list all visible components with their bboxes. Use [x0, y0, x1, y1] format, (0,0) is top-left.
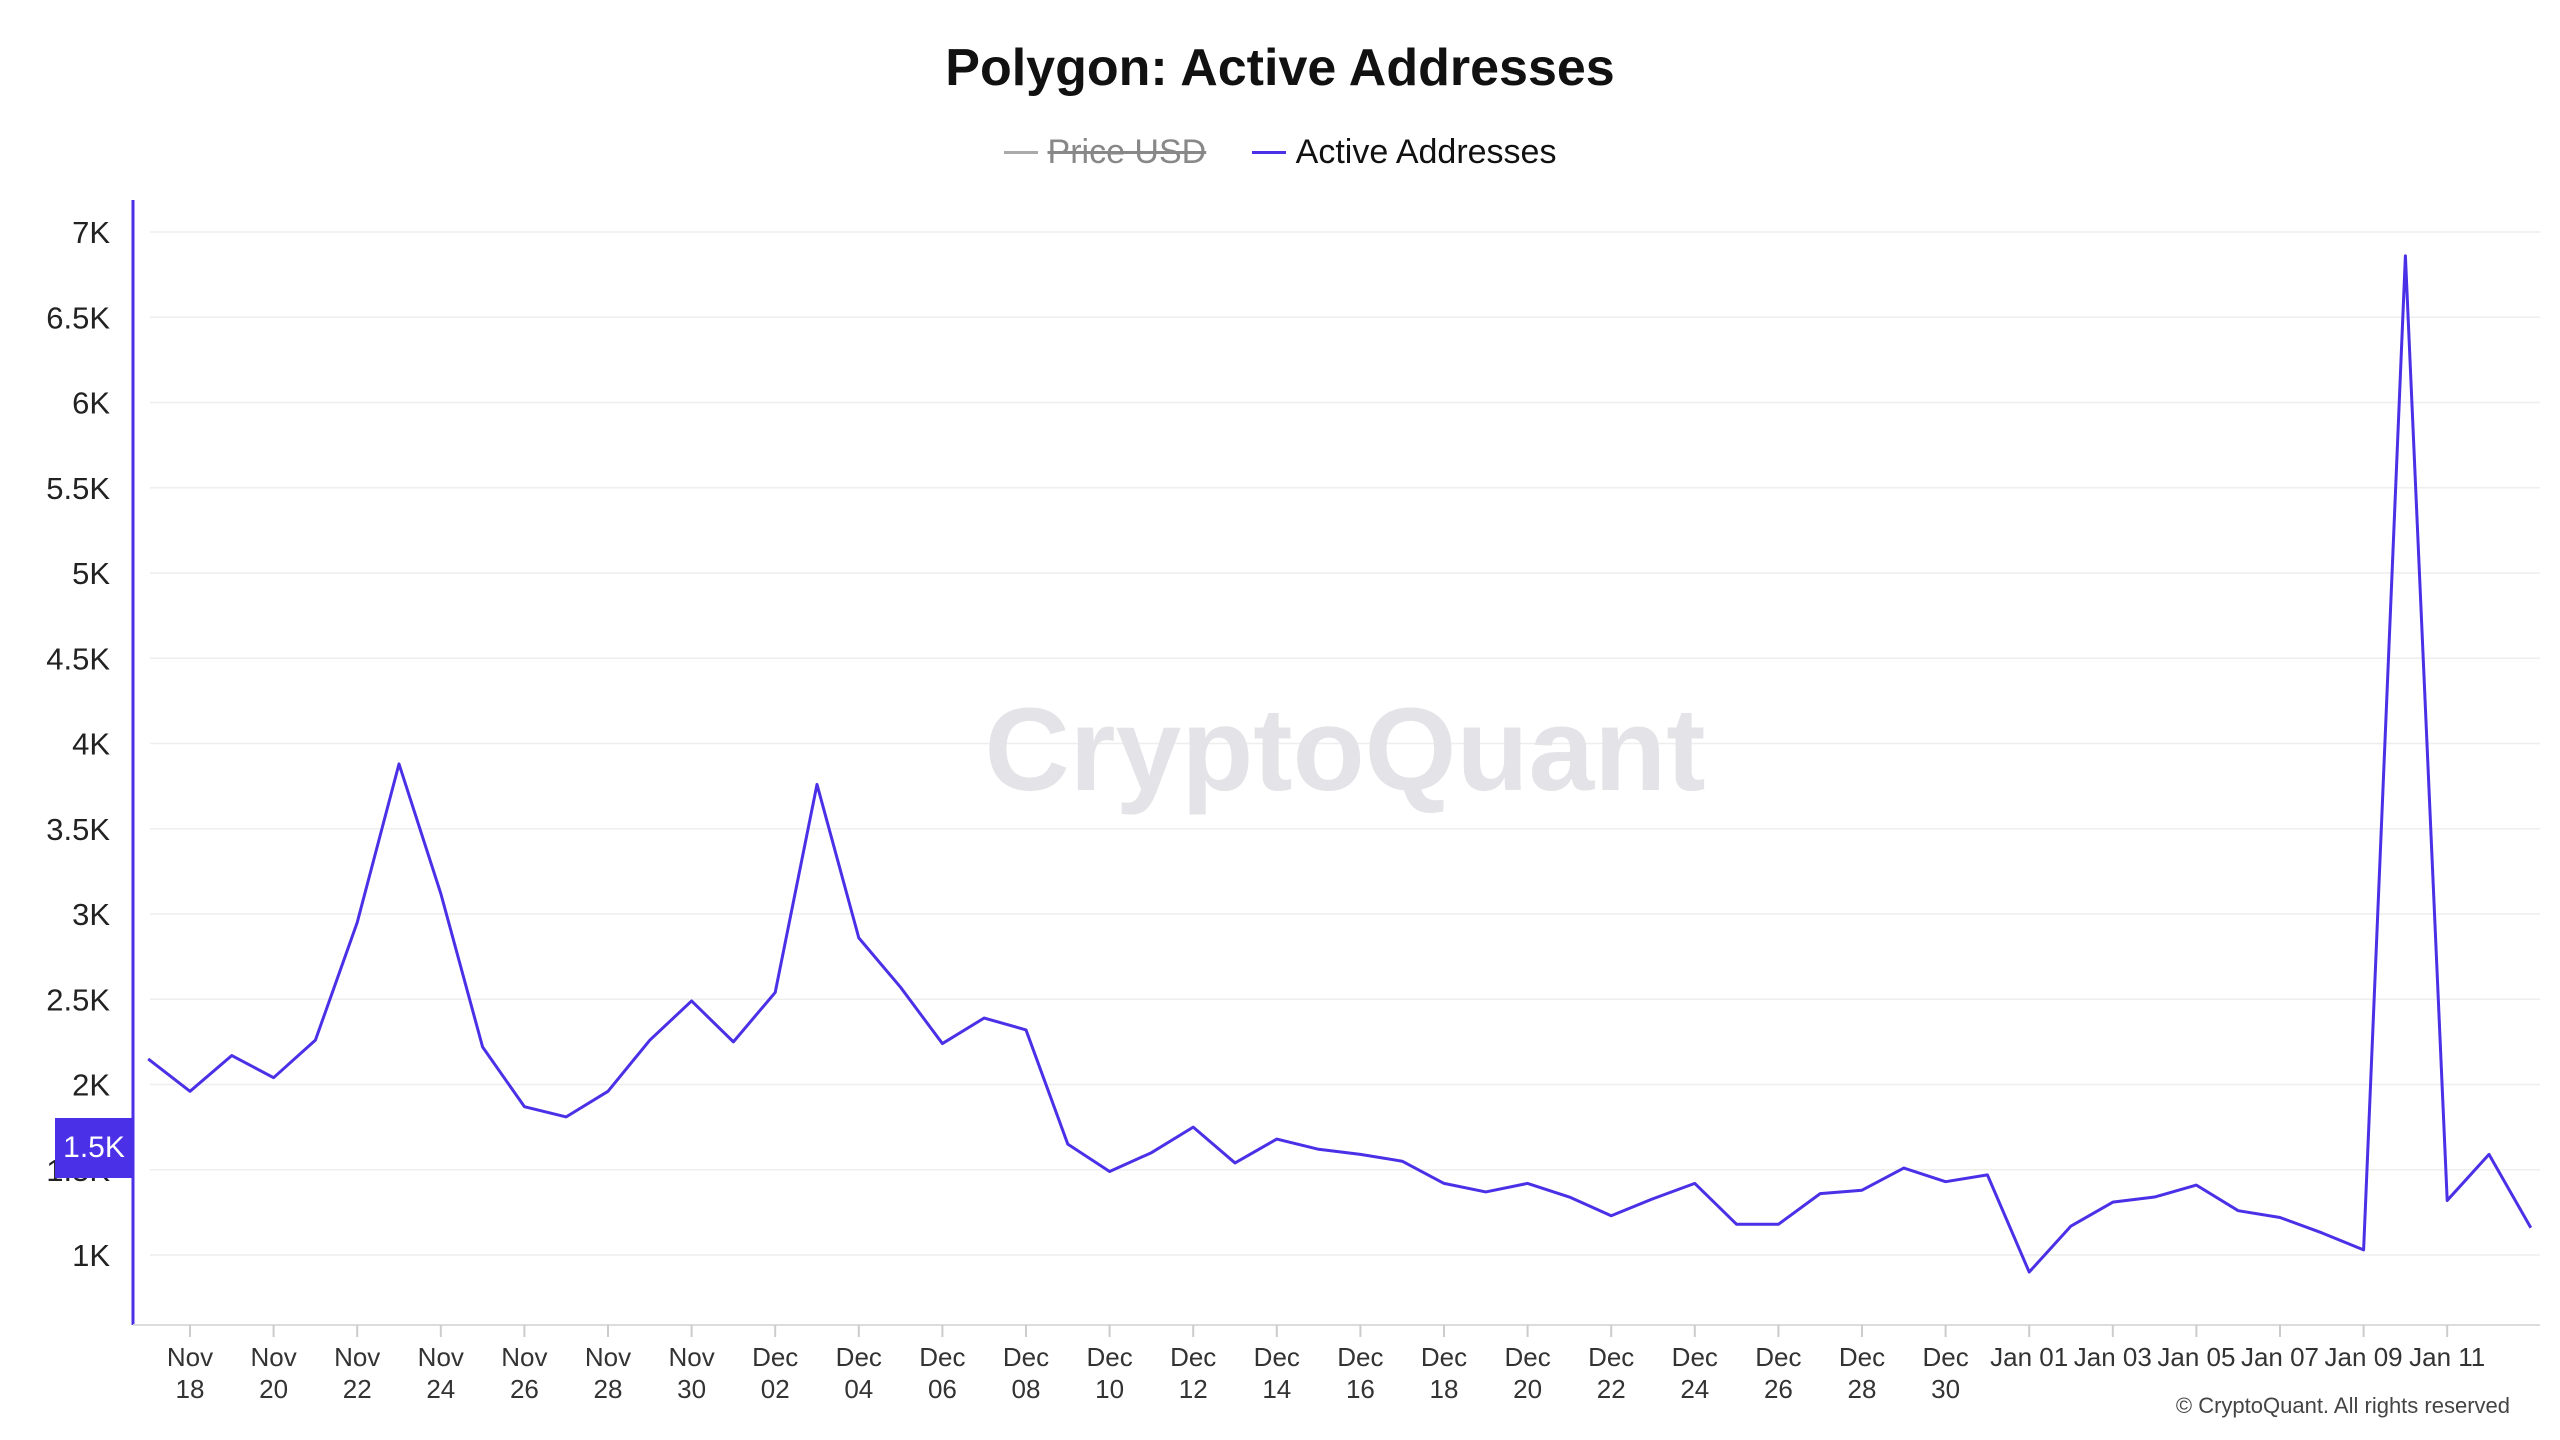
x-tick-label: Nov [167, 1342, 213, 1372]
x-tick-label: Nov [501, 1342, 547, 1372]
legend-swatch-active-addresses [1251, 151, 1286, 154]
y-tick-label: 2K [72, 1068, 110, 1103]
y-tick-label: 4K [72, 727, 110, 762]
x-tick-label: Dec [1839, 1342, 1885, 1372]
x-tick-label: Nov [418, 1342, 464, 1372]
x-tick-label: 18 [176, 1374, 205, 1404]
x-tick-label: 12 [1179, 1374, 1208, 1404]
x-tick-label: 22 [343, 1374, 372, 1404]
x-tick-label: Dec [836, 1342, 882, 1372]
legend-label-active-addresses: Active Addresses [1295, 133, 1557, 171]
x-tick-label: 16 [1346, 1374, 1375, 1404]
x-tick-label: Nov [334, 1342, 380, 1372]
x-tick-label: Jan 11 [2409, 1342, 2485, 1372]
y-tick-label: 5K [72, 556, 110, 591]
y-tick-label: 2.5K [46, 982, 110, 1017]
y-tick-label: 6.5K [46, 300, 110, 335]
x-tick-label: 18 [1430, 1374, 1459, 1404]
x-tick-label: Dec [752, 1342, 798, 1372]
x-tick-label: Nov [585, 1342, 631, 1372]
x-tick-label: Jan 01 [1990, 1342, 2068, 1372]
x-tick-label: 04 [844, 1374, 873, 1404]
x-tick-label: Dec [1337, 1342, 1383, 1372]
y-tick-label: 3K [72, 897, 110, 932]
x-tick-label: 14 [1262, 1374, 1291, 1404]
x-tick-label: Dec [1922, 1342, 1968, 1372]
y-tick-label: 5.5K [46, 471, 110, 506]
x-tick-label: 22 [1597, 1374, 1626, 1404]
x-tick-label: 20 [1513, 1374, 1542, 1404]
x-tick-label: Jan 07 [2241, 1342, 2319, 1372]
x-tick-label: 30 [677, 1374, 706, 1404]
chart-title: Polygon: Active Addresses [945, 39, 1615, 97]
x-tick-label: Dec [1755, 1342, 1801, 1372]
x-tick-label: 02 [761, 1374, 790, 1404]
x-tick-label: 30 [1931, 1374, 1960, 1404]
y-axis-cursor-badge: 1.5K [55, 1118, 133, 1178]
y-tick-label: 6K [72, 386, 110, 421]
x-tick-label: 28 [1848, 1374, 1877, 1404]
y-tick-label: 7K [72, 215, 110, 250]
x-tick-label: Nov [668, 1342, 714, 1372]
y-tick-label: 4.5K [46, 641, 110, 676]
x-tick-label: 24 [1680, 1374, 1709, 1404]
series-line-active-addresses [147, 254, 2533, 1274]
legend-item-active-addresses[interactable]: Active Addresses [1251, 133, 1557, 172]
x-tick-label: 06 [928, 1374, 957, 1404]
x-tick-label: 26 [1764, 1374, 1793, 1404]
x-tick-label: Dec [1254, 1342, 1300, 1372]
x-tick-label: Dec [1421, 1342, 1467, 1372]
legend: Price USD Active Addresses [0, 124, 2560, 172]
copyright-credit: © CryptoQuant. All rights reserved [2175, 1393, 2510, 1418]
x-tick-label: 08 [1012, 1374, 1041, 1404]
x-tick-label: Dec [1504, 1342, 1550, 1372]
x-tick-label: Dec [1086, 1342, 1132, 1372]
x-tick-label: Dec [1170, 1342, 1216, 1372]
x-tick-label: 24 [426, 1374, 455, 1404]
x-tick-label: Dec [1672, 1342, 1718, 1372]
x-tick-label: Dec [1003, 1342, 1049, 1372]
x-tick-label: 20 [259, 1374, 288, 1404]
x-tick-label: Dec [919, 1342, 965, 1372]
y-tick-label: 3.5K [46, 812, 110, 847]
legend-item-price-usd[interactable]: Price USD [1003, 133, 1207, 172]
legend-swatch-price-usd [1003, 151, 1038, 154]
x-tick-label: Nov [250, 1342, 296, 1372]
x-tick-label: Dec [1588, 1342, 1634, 1372]
x-tick-label: 26 [510, 1374, 539, 1404]
x-tick-label: Jan 05 [2157, 1342, 2235, 1372]
x-tick-label: Jan 09 [2325, 1342, 2403, 1372]
x-tick-label: 28 [594, 1374, 623, 1404]
x-tick-label: 10 [1095, 1374, 1124, 1404]
watermark: CryptoQuant [984, 684, 1705, 816]
legend-label-price-usd: Price USD [1047, 133, 1207, 171]
x-tick-label: Jan 03 [2074, 1342, 2152, 1372]
y-tick-label: 1K [72, 1238, 110, 1273]
